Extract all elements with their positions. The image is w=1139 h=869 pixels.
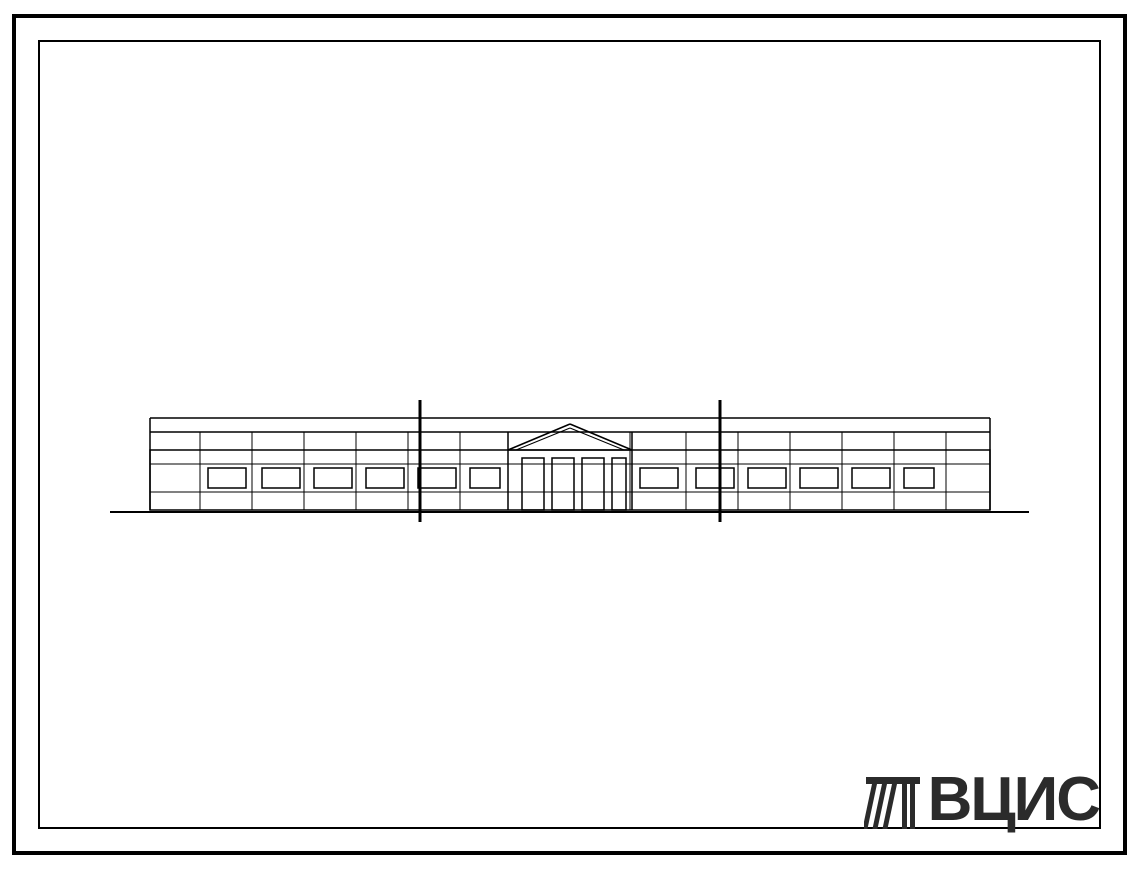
logo: ВЦИС <box>864 764 1099 835</box>
elevation-drawing <box>0 0 1139 869</box>
logo-text: ВЦИС <box>928 764 1099 835</box>
logo-icon <box>864 771 922 829</box>
